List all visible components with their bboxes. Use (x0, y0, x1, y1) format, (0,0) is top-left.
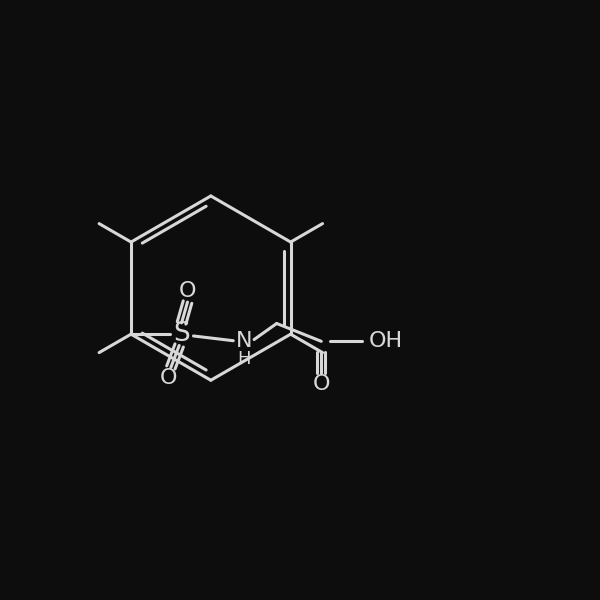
Text: O: O (160, 368, 177, 388)
Text: H: H (237, 350, 251, 368)
Text: O: O (179, 281, 196, 301)
Text: OH: OH (369, 331, 403, 352)
Text: O: O (313, 374, 330, 394)
Text: N: N (236, 331, 252, 352)
Text: S: S (173, 321, 190, 347)
